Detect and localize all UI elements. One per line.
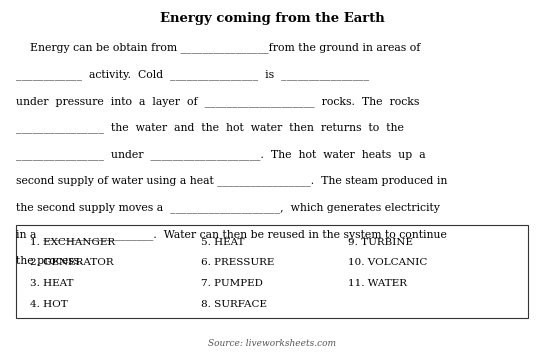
Text: 4. HOT: 4. HOT: [30, 300, 67, 308]
Text: 10. VOLCANIC: 10. VOLCANIC: [348, 258, 428, 267]
Text: ________________  the  water  and  the  hot  water  then  returns  to  the: ________________ the water and the hot w…: [16, 122, 404, 133]
Text: ________________  under  ____________________.  The  hot  water  heats  up  a: ________________ under _________________…: [16, 149, 426, 160]
Text: under  pressure  into  a  layer  of  ____________________  rocks.  The  rocks: under pressure into a layer of _________…: [16, 96, 419, 106]
Text: second supply of water using a heat _________________.  The steam produced in: second supply of water using a heat ____…: [16, 176, 448, 186]
Text: 7. PUMPED: 7. PUMPED: [201, 279, 263, 288]
Text: 9. TURBINE: 9. TURBINE: [348, 238, 413, 247]
Text: 5. HEAT: 5. HEAT: [201, 238, 245, 247]
Text: 2. GENERATOR: 2. GENERATOR: [30, 258, 114, 267]
Text: 1. EXCHANGER: 1. EXCHANGER: [30, 238, 115, 247]
Text: Energy can be obtain from ________________from the ground in areas of: Energy can be obtain from ______________…: [16, 43, 421, 53]
Text: Energy coming from the Earth: Energy coming from the Earth: [159, 12, 385, 26]
Text: 11. WATER: 11. WATER: [348, 279, 407, 288]
Text: Source: liveworksheets.com: Source: liveworksheets.com: [208, 339, 336, 348]
Text: ____________  activity.  Cold  ________________  is  ________________: ____________ activity. Cold ____________…: [16, 69, 369, 80]
Text: 6. PRESSURE: 6. PRESSURE: [201, 258, 275, 267]
Text: the second supply moves a  ____________________,  which generates electricity: the second supply moves a ______________…: [16, 202, 440, 213]
Text: in a  ____________________.  Water can then be reused in the system to continue: in a ____________________. Water can the…: [16, 229, 447, 240]
Text: the process.: the process.: [16, 256, 83, 266]
Text: 8. SURFACE: 8. SURFACE: [201, 300, 267, 308]
FancyBboxPatch shape: [16, 225, 528, 318]
Text: 3. HEAT: 3. HEAT: [30, 279, 73, 288]
